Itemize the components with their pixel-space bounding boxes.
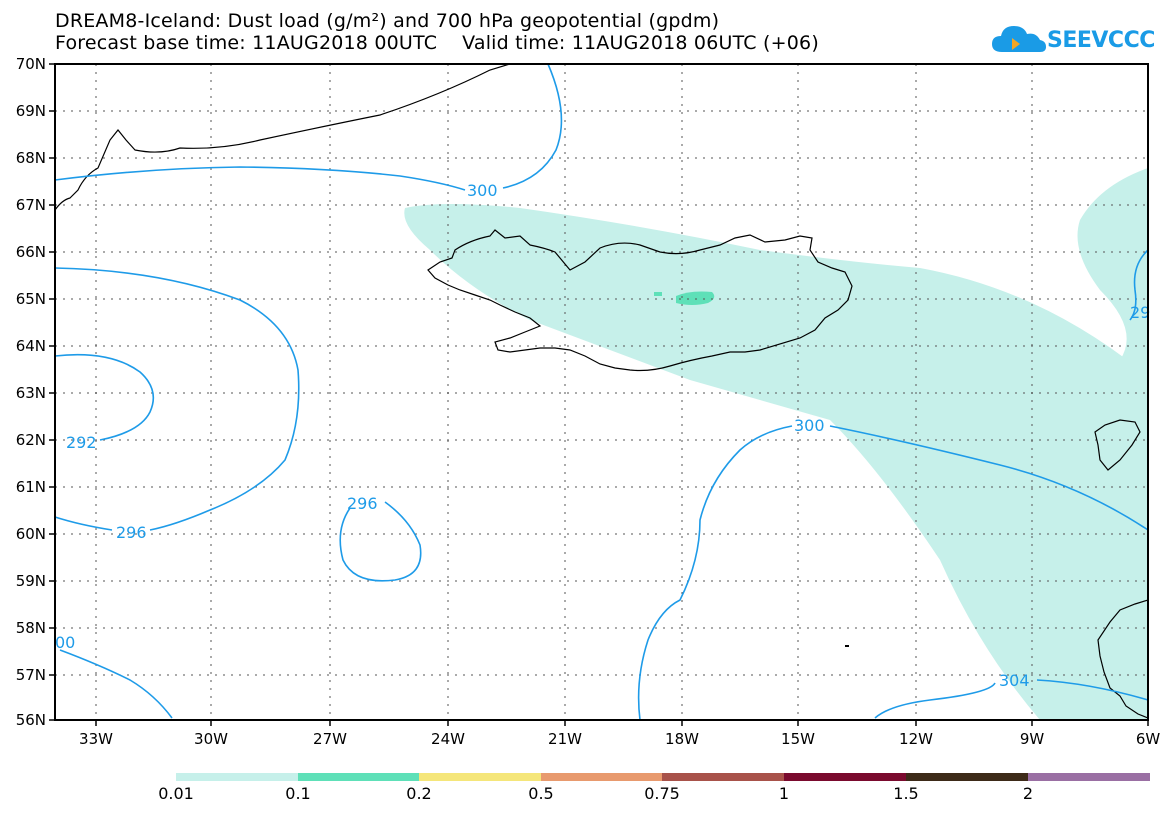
colorbar-label: 0.75 <box>644 784 680 803</box>
lat-label: 61N <box>16 478 46 496</box>
colorbar-label: 1.5 <box>893 784 919 803</box>
coastlines <box>54 63 1149 719</box>
lat-label: 56N <box>16 711 46 729</box>
contour-304 <box>874 679 1149 719</box>
lat-label: 57N <box>16 666 46 684</box>
lat-label: 68N <box>16 149 46 167</box>
lon-label: 24W <box>431 730 465 748</box>
colorbar-segment <box>419 773 541 781</box>
contour-300-north <box>54 63 563 191</box>
colorbar-segment <box>541 773 662 781</box>
dust-patch-mid-small <box>654 292 662 296</box>
colorbar-segment <box>176 773 298 781</box>
logo-text: SEEVCCC <box>1047 28 1155 53</box>
colorbar-segment <box>298 773 419 781</box>
contour-label: 296 <box>347 494 378 513</box>
colorbar-segment <box>1028 773 1150 781</box>
lon-label: 30W <box>194 730 228 748</box>
lat-label: 63N <box>16 384 46 402</box>
lat-label: 59N <box>16 572 46 590</box>
contour-label: 292 <box>66 433 97 452</box>
dust-plume-low-east <box>1077 168 1148 383</box>
latitude-labels: 70N 69N 68N 67N 66N 65N 64N 63N 62N 61N … <box>16 55 46 729</box>
contour-296-west <box>54 267 300 531</box>
lon-label: 27W <box>313 730 347 748</box>
lat-label: 70N <box>16 55 46 73</box>
map-title: DREAM8-Iceland: Dust load (g/m²) and 700… <box>55 10 720 32</box>
contour-label: 300 <box>467 181 498 200</box>
lon-label: 21W <box>548 730 582 748</box>
longitude-labels: 33W 30W 27W 24W 21W 18W 15W 12W 9W 6W <box>79 730 1160 748</box>
contour-label: 304 <box>999 671 1030 690</box>
lat-label: 58N <box>16 619 46 637</box>
lat-label: 62N <box>16 431 46 449</box>
colorbar <box>176 773 1150 781</box>
lat-label: 64N <box>16 337 46 355</box>
lat-label: 65N <box>16 290 46 308</box>
lon-label: 12W <box>899 730 933 748</box>
lat-label: 66N <box>16 243 46 261</box>
dust-patch-mid <box>676 291 715 305</box>
lon-label: 18W <box>665 730 699 748</box>
faroe-coast <box>1094 419 1141 471</box>
colorbar-label: 0.5 <box>528 784 554 803</box>
graticule <box>55 64 1148 720</box>
map-subtitle: Forecast base time: 11AUG2018 00UTC Vali… <box>55 32 819 54</box>
contour-300-sw <box>59 649 173 719</box>
colorbar-segment <box>784 773 906 781</box>
lon-label: 33W <box>79 730 113 748</box>
dust-plume-low <box>404 204 1148 720</box>
greenland-coast <box>54 63 511 211</box>
scotland-coast <box>1097 599 1149 719</box>
iceland-coast <box>427 229 853 372</box>
contour-east <box>1129 249 1149 321</box>
lon-label: 6W <box>1136 730 1161 748</box>
axis-ticks <box>49 63 1149 726</box>
cloud-icon <box>992 26 1046 52</box>
colorbar-label: 2 <box>1022 784 1034 803</box>
contour-label: 00 <box>55 633 75 652</box>
lon-label: 15W <box>781 730 815 748</box>
lon-label: 9W <box>1020 730 1045 748</box>
contour-292 <box>54 353 155 441</box>
colorbar-label: 0.2 <box>406 784 432 803</box>
geopotential-contours <box>54 63 1149 721</box>
contour-label: 29 <box>1130 303 1150 322</box>
seevccc-logo: SEEVCCC <box>990 20 1155 60</box>
contour-296-loop <box>339 501 422 582</box>
colorbar-segment <box>906 773 1028 781</box>
map-frame <box>54 63 1149 721</box>
colorbar-segment <box>662 773 784 781</box>
lat-label: 67N <box>16 196 46 214</box>
lat-label: 60N <box>16 525 46 543</box>
colorbar-label: 0.1 <box>285 784 311 803</box>
contour-300-south <box>637 425 1149 721</box>
lat-label: 69N <box>16 102 46 120</box>
contour-label: 300 <box>794 416 825 435</box>
colorbar-label: 0.01 <box>158 784 194 803</box>
colorbar-label: 1 <box>778 784 790 803</box>
contour-label: 296 <box>116 523 147 542</box>
